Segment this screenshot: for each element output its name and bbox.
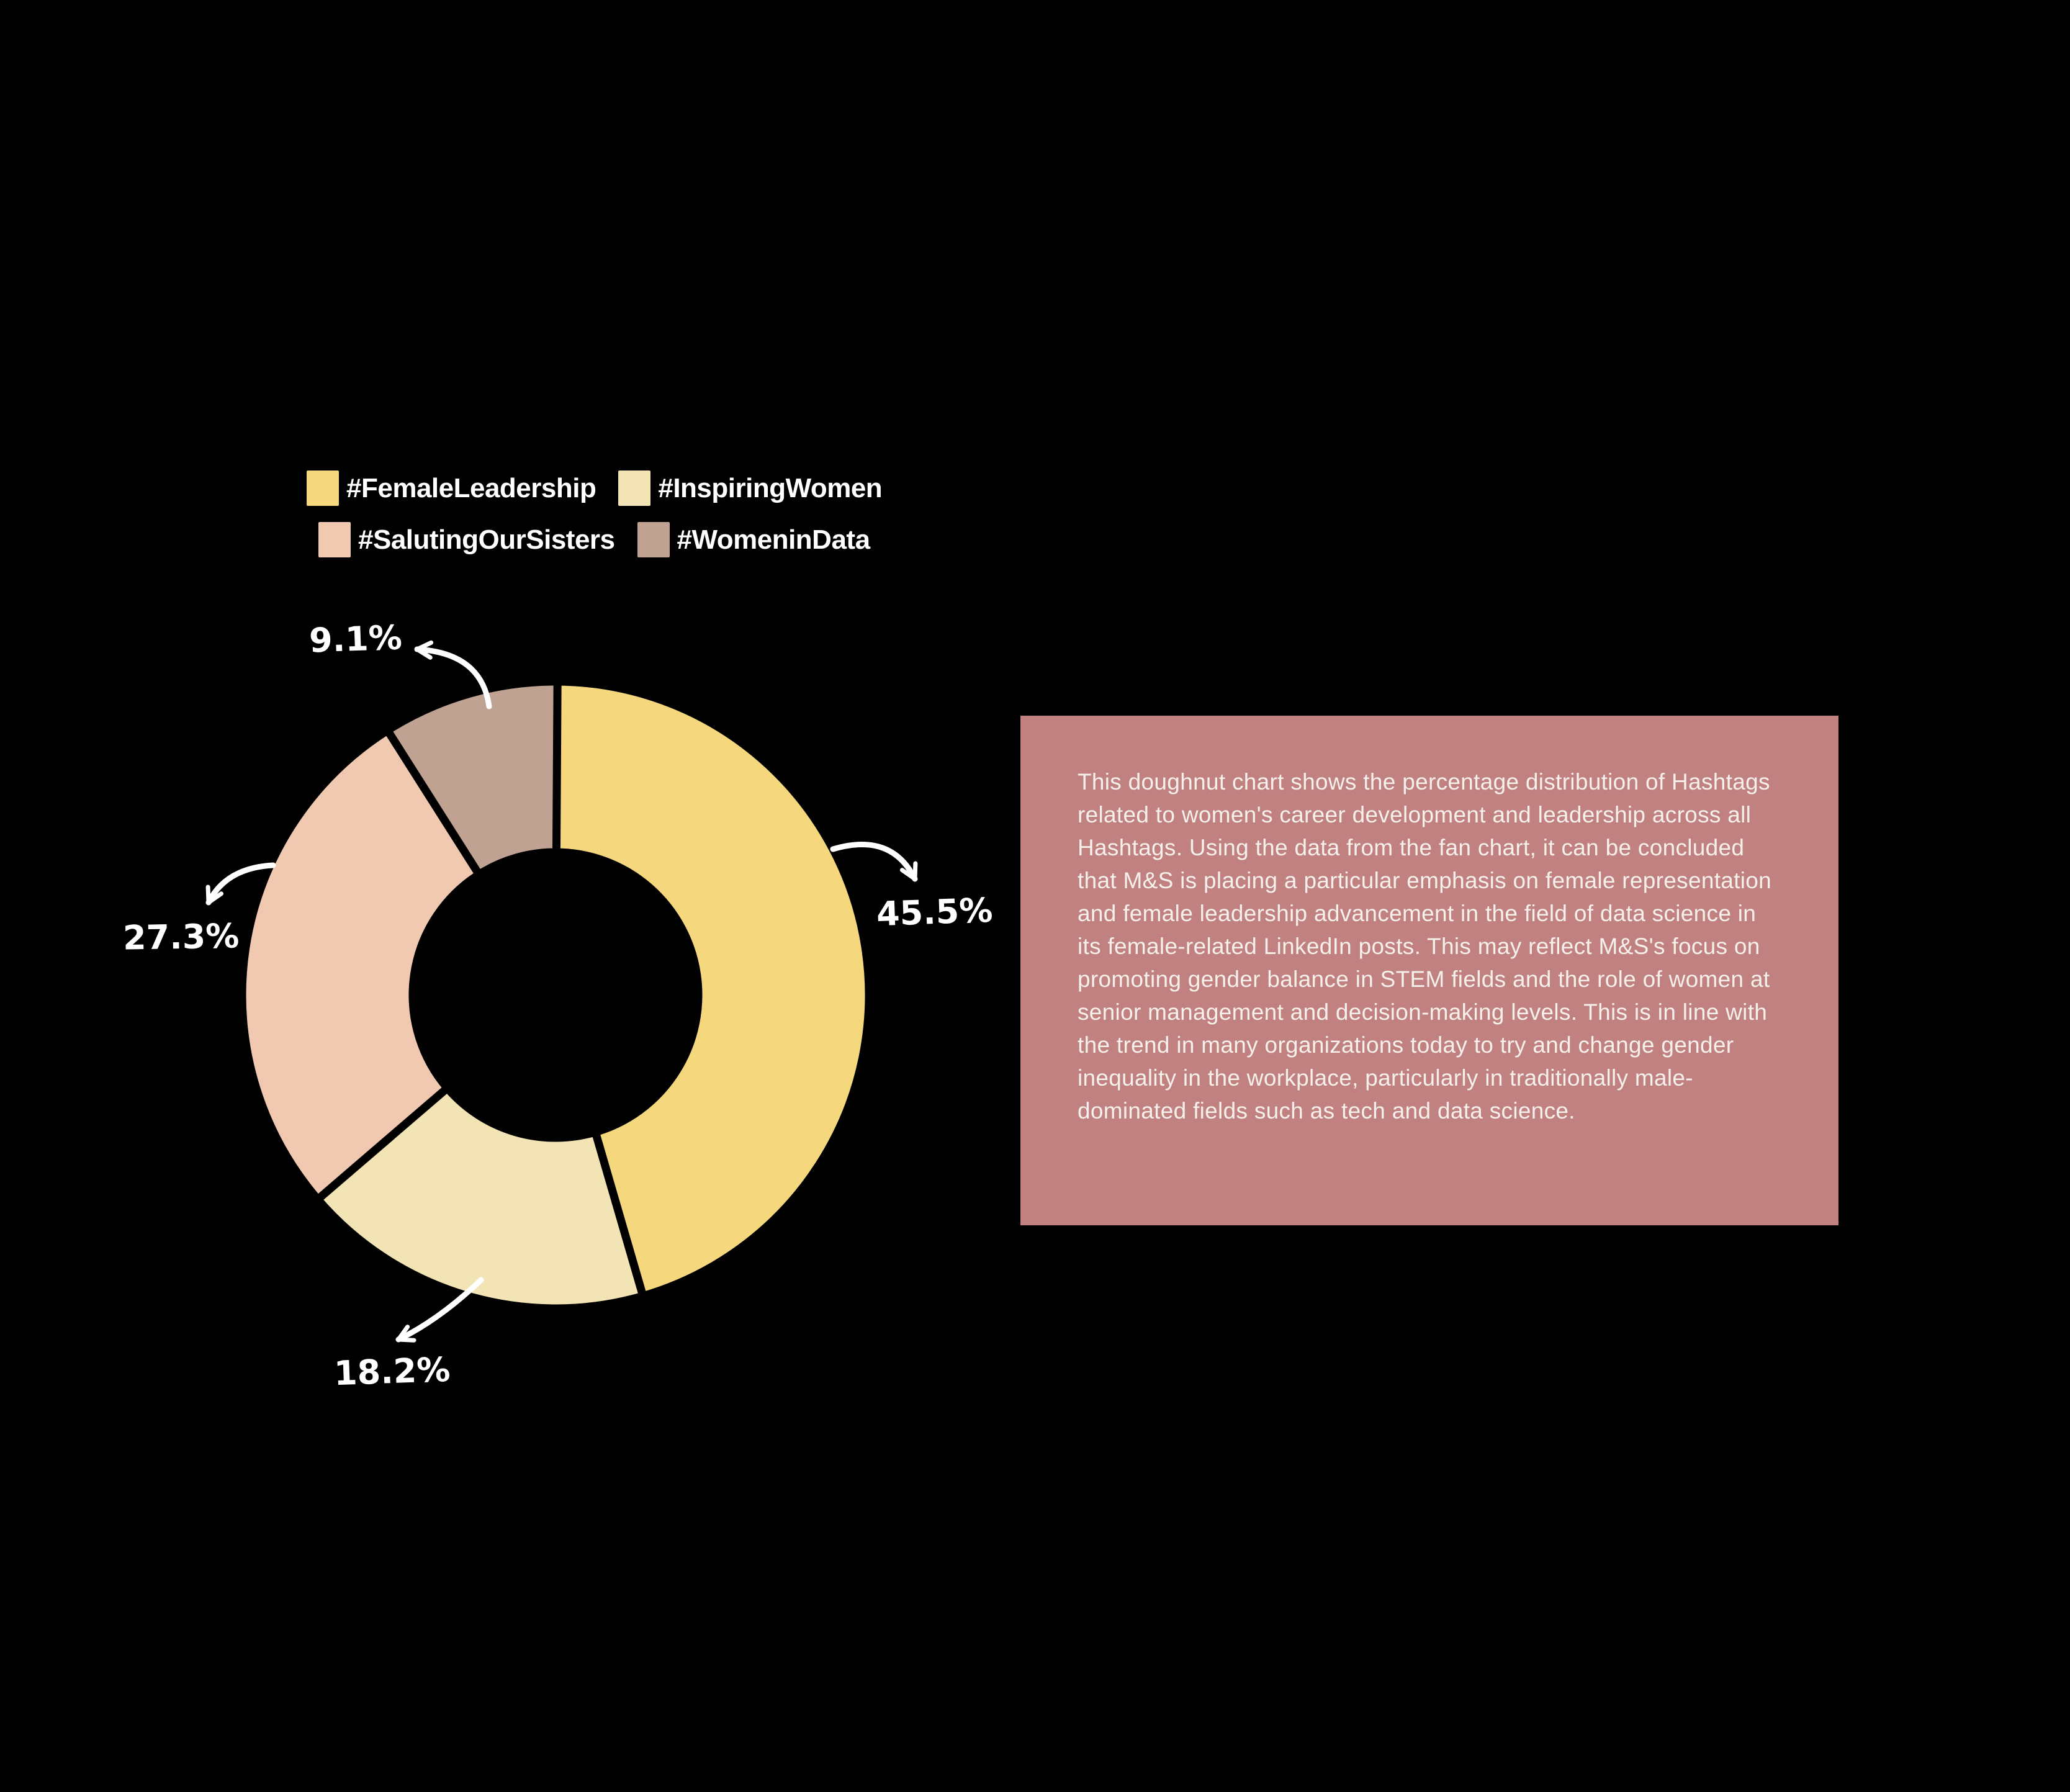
legend-row-2: #SalutingOurSisters #WomeninData — [318, 522, 882, 557]
doughnut-slice-inspiringwomen — [312, 1082, 648, 1313]
pct-label-womenindata: 9.1% — [308, 618, 403, 660]
legend-item-femaleleadership: #FemaleLeadership — [307, 471, 596, 506]
pct-label-femaleleadership: 45.5% — [875, 890, 994, 934]
insight-box: This doughnut chart shows the percentage… — [1020, 716, 1838, 1225]
chart-legend: #FemaleLeadership #InspiringWomen #Salut… — [307, 471, 883, 557]
pct-label-inspiringwomen: 18.2% — [333, 1349, 451, 1394]
doughnut-chart — [238, 677, 873, 1313]
legend-swatch-inspiringwomen — [618, 471, 651, 506]
doughnut-slice-femaleleadership — [551, 677, 873, 1302]
legend-label-femaleleadership: #FemaleLeadership — [346, 472, 596, 503]
doughnut-slice-salutingoursisters — [238, 724, 485, 1205]
legend-label-salutingoursisters: #SalutingOurSisters — [358, 524, 615, 555]
legend-label-inspiringwomen: #InspiringWomen — [658, 472, 883, 503]
insight-text: This doughnut chart shows the percentage… — [1078, 769, 1772, 1123]
legend-item-inspiringwomen: #InspiringWomen — [618, 471, 883, 506]
legend-row-1: #FemaleLeadership #InspiringWomen — [307, 471, 883, 506]
legend-swatch-salutingoursisters — [318, 522, 351, 557]
legend-swatch-femaleleadership — [307, 471, 339, 506]
legend-item-womenindata: #WomeninData — [637, 522, 870, 557]
pct-label-salutingoursisters: 27.3% — [122, 916, 240, 958]
legend-label-womenindata: #WomeninData — [677, 524, 871, 555]
legend-item-salutingoursisters: #SalutingOurSisters — [318, 522, 615, 557]
legend-swatch-womenindata — [637, 522, 670, 557]
